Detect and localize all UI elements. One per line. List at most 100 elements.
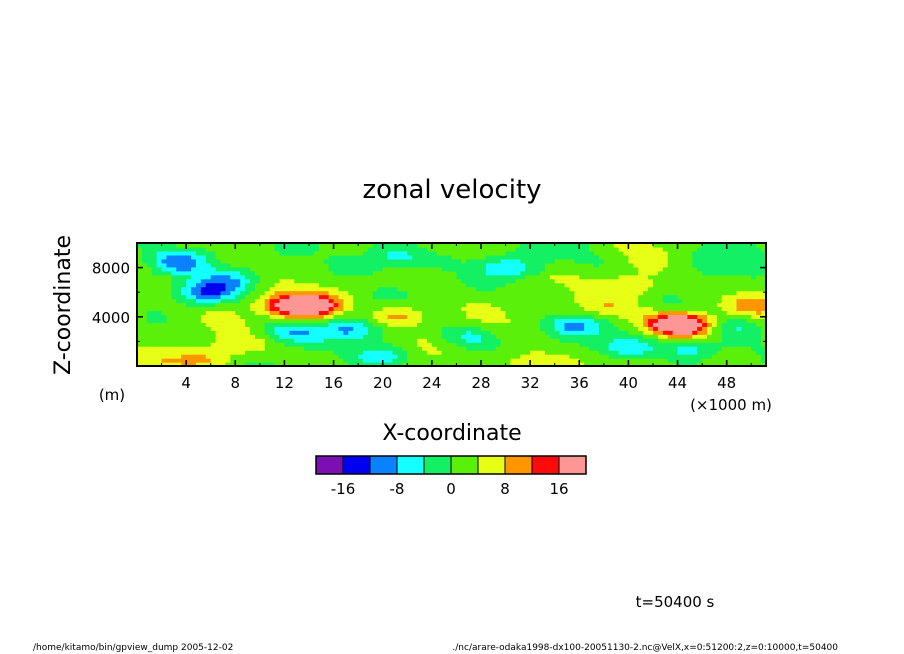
- field-cell: [638, 346, 644, 351]
- field-cell: [554, 322, 561, 327]
- field-cell: [746, 270, 752, 276]
- field-cell: [667, 334, 674, 339]
- field-cell: [480, 330, 487, 335]
- field-cell: [515, 310, 521, 316]
- field-cell: [736, 274, 743, 280]
- field-cell: [471, 266, 477, 272]
- field-cell: [402, 318, 408, 323]
- field-cell: [171, 322, 177, 327]
- field-cell: [407, 250, 413, 256]
- field-cell: [328, 302, 335, 308]
- field-cell: [643, 330, 649, 335]
- chart-title: zonal velocity: [362, 175, 541, 205]
- field-cell: [500, 266, 507, 272]
- field-cell: [741, 258, 747, 264]
- field-cell: [643, 306, 649, 312]
- field-cell: [603, 282, 610, 288]
- field-cell: [402, 330, 408, 335]
- field-cell: [633, 354, 639, 359]
- field-cell: [761, 274, 766, 280]
- field-cell: [412, 258, 418, 264]
- field-cell: [186, 334, 192, 339]
- field-cell: [392, 358, 399, 363]
- field-cell: [692, 342, 698, 347]
- field-cell: [304, 286, 310, 292]
- field-cell: [348, 326, 354, 331]
- field-cell: [677, 326, 684, 331]
- field-cell: [156, 322, 163, 327]
- field-cell: [559, 254, 566, 260]
- field-cell: [456, 243, 462, 248]
- field-cell: [181, 334, 187, 339]
- field-cell: [451, 350, 458, 355]
- field-cell: [515, 282, 521, 288]
- field-cell: [549, 350, 556, 355]
- field-cell: [456, 358, 462, 363]
- field-cell: [589, 362, 595, 366]
- field-cell: [363, 354, 369, 359]
- field-cell: [166, 246, 172, 252]
- field-cell: [667, 306, 674, 312]
- field-cell: [166, 250, 172, 256]
- field-cell: [181, 358, 187, 363]
- field-cell: [682, 282, 688, 288]
- field-cell: [485, 354, 492, 359]
- field-cell: [490, 350, 497, 355]
- field-cell: [146, 318, 153, 323]
- field-cell: [716, 282, 723, 288]
- field-cell: [363, 258, 369, 264]
- field-cell: [569, 314, 575, 319]
- field-cell: [412, 282, 418, 288]
- field-cell: [461, 354, 467, 359]
- field-cell: [417, 322, 423, 327]
- field-cell: [702, 362, 708, 366]
- field-cell: [210, 258, 217, 264]
- field-cell: [245, 298, 251, 304]
- field-cell: [608, 322, 615, 327]
- field-cell: [697, 314, 703, 319]
- field-cell: [284, 286, 290, 292]
- field-cell: [618, 290, 625, 296]
- field-cell: [200, 286, 207, 292]
- field-cell: [692, 270, 698, 276]
- field-cell: [756, 278, 762, 284]
- field-cell: [589, 306, 595, 312]
- field-cell: [377, 294, 384, 300]
- field-cell: [485, 270, 492, 276]
- field-cell: [736, 278, 743, 284]
- field-cell: [721, 278, 728, 284]
- field-cell: [505, 258, 512, 264]
- field-cell: [210, 322, 217, 327]
- field-cell: [210, 354, 217, 359]
- field-cell: [367, 298, 374, 304]
- field-cell: [746, 278, 752, 284]
- field-cell: [250, 258, 256, 264]
- field-cell: [323, 243, 330, 248]
- field-cell: [549, 314, 556, 319]
- field-cell: [648, 338, 654, 343]
- field-cell: [289, 318, 295, 323]
- field-cell: [407, 314, 413, 319]
- field-cell: [422, 274, 428, 280]
- field-cell: [171, 338, 177, 343]
- field-cell: [151, 254, 158, 260]
- field-cell: [672, 322, 679, 327]
- field-cell: [480, 326, 487, 331]
- field-cell: [195, 282, 202, 288]
- field-cell: [672, 262, 679, 268]
- field-cell: [623, 262, 629, 268]
- field-cell: [751, 266, 757, 272]
- field-cell: [195, 258, 202, 264]
- field-cell: [451, 354, 458, 359]
- field-cell: [761, 266, 766, 272]
- field-cell: [294, 266, 300, 272]
- field-cell: [382, 262, 389, 268]
- field-cell: [176, 330, 182, 335]
- field-cell: [471, 290, 477, 296]
- field-cell: [343, 262, 349, 268]
- field-cell: [191, 254, 197, 260]
- field-cell: [225, 294, 231, 300]
- field-cell: [716, 302, 723, 308]
- field-cell: [461, 262, 467, 268]
- field-cell: [358, 318, 364, 323]
